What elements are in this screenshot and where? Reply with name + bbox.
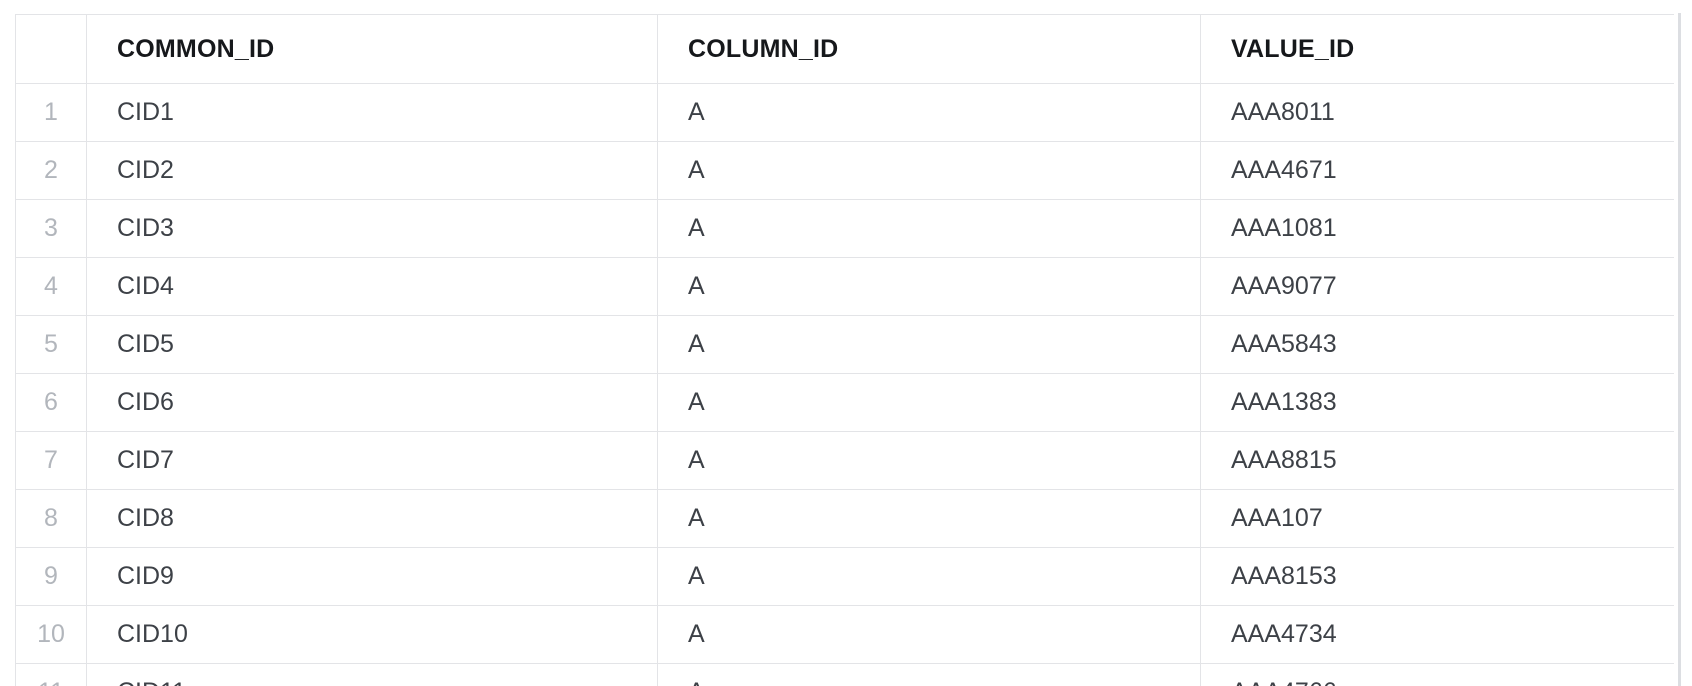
table-row: 11CID11AAAA4766: [16, 664, 1674, 686]
table-row: 4 CID4 A AAA9077: [16, 258, 1674, 316]
column-id-cell: A: [658, 200, 1201, 258]
column-id-cell: A: [658, 258, 1201, 316]
table-row: 8 CID8 A AAA107: [16, 490, 1674, 548]
value-id-cell: AAA8011: [1201, 84, 1674, 142]
row-number-cell: 9: [16, 548, 87, 606]
value-id-cell: AAA4766: [1201, 664, 1674, 686]
row-number-cell: 8: [16, 490, 87, 548]
column-id-cell: A: [658, 142, 1201, 200]
value-id-cell: AAA107: [1201, 490, 1674, 548]
row-number-cell: 6: [16, 374, 87, 432]
column-header-common-id: COMMON_ID: [87, 15, 658, 84]
row-number-cell: 7: [16, 432, 87, 490]
value-id-cell: AAA1383: [1201, 374, 1674, 432]
common-id-cell: CID3: [87, 200, 658, 258]
table-row: 5 CID5 A AAA5843: [16, 316, 1674, 374]
column-id-cell: A: [658, 606, 1201, 664]
header-row: COMMON_ID COLUMN_ID VALUE_ID: [16, 15, 1674, 84]
table-row: 1 CID1 A AAA8011: [16, 84, 1674, 142]
common-id-cell: CID2: [87, 142, 658, 200]
value-id-cell: AAA5843: [1201, 316, 1674, 374]
value-id-cell: AAA4734: [1201, 606, 1674, 664]
row-number-cell: 2: [16, 142, 87, 200]
column-header-column-id: COLUMN_ID: [658, 15, 1201, 84]
common-id-cell: CID4: [87, 258, 658, 316]
row-number-cell: 5: [16, 316, 87, 374]
column-id-cell: A: [658, 490, 1201, 548]
common-id-cell: CID6: [87, 374, 658, 432]
table-row: 6 CID6 A AAA1383: [16, 374, 1674, 432]
common-id-cell: CID8: [87, 490, 658, 548]
data-table-container[interactable]: COMMON_ID COLUMN_ID VALUE_ID 1 CID1 A AAA80…: [15, 14, 1680, 686]
column-header-value-id: VALUE_ID: [1201, 15, 1674, 84]
value-id-cell: AAA8153: [1201, 548, 1674, 606]
table-row: 3 CID3 A AAA1081: [16, 200, 1674, 258]
common-id-cell: CID1: [87, 84, 658, 142]
value-id-cell: AAA8815: [1201, 432, 1674, 490]
common-id-cell: CID10: [87, 606, 658, 664]
common-id-cell: CID9: [87, 548, 658, 606]
value-id-cell: AAA1081: [1201, 200, 1674, 258]
value-id-cell: AAA9077: [1201, 258, 1674, 316]
data-table: COMMON_ID COLUMN_ID VALUE_ID 1 CID1 A AAA80…: [15, 14, 1674, 686]
table-row: 2 CID2 A AAA4671: [16, 142, 1674, 200]
row-number-cell: 3: [16, 200, 87, 258]
column-id-cell: A: [658, 316, 1201, 374]
column-id-cell: A: [658, 664, 1201, 686]
common-id-cell: CID11: [87, 664, 658, 686]
row-number-cell: 1: [16, 84, 87, 142]
column-id-cell: A: [658, 432, 1201, 490]
value-id-cell: AAA4671: [1201, 142, 1674, 200]
common-id-cell: CID5: [87, 316, 658, 374]
row-number-cell: 4: [16, 258, 87, 316]
row-number-header: [16, 15, 87, 84]
table-row: 9 CID9 A AAA8153: [16, 548, 1674, 606]
row-number-cell: 10: [16, 606, 87, 664]
column-id-cell: A: [658, 548, 1201, 606]
vertical-right-rule: [1678, 13, 1681, 686]
table-row: 10 CID10 A AAA4734: [16, 606, 1674, 664]
common-id-cell: CID7: [87, 432, 658, 490]
column-id-cell: A: [658, 84, 1201, 142]
column-id-cell: A: [658, 374, 1201, 432]
row-number-cell: 11: [16, 664, 87, 686]
table-row: 7 CID7 A AAA8815: [16, 432, 1674, 490]
table-body: 1 CID1 A AAA8011 2 CID2 A AAA4671 3 CID3 A AAA1081 4…: [16, 84, 1674, 686]
